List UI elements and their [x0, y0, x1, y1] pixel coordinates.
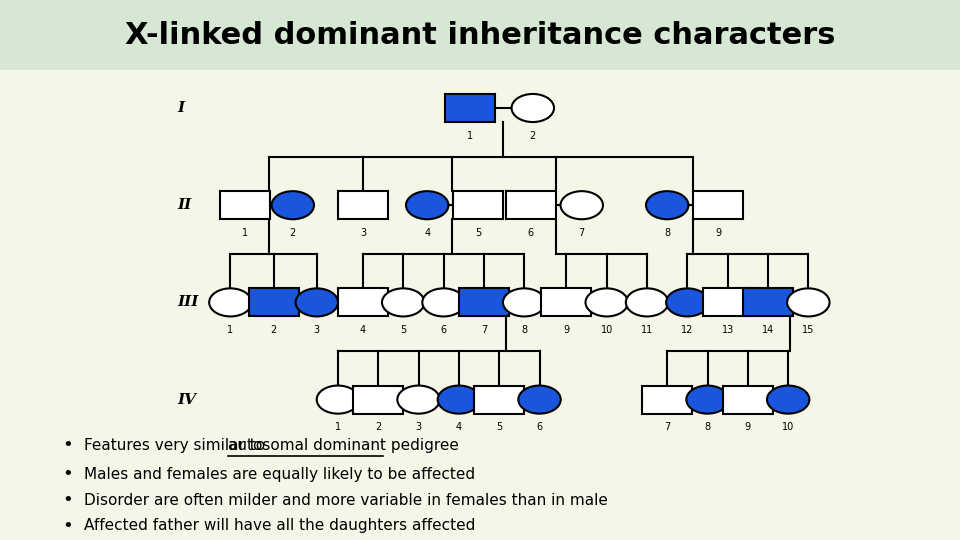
Text: 6: 6 [528, 228, 534, 238]
Text: 12: 12 [682, 325, 693, 335]
FancyBboxPatch shape [506, 191, 556, 219]
FancyBboxPatch shape [459, 288, 509, 316]
Text: •: • [62, 465, 73, 483]
Text: 2: 2 [530, 131, 536, 141]
Text: 5: 5 [400, 325, 406, 335]
Text: autosomal dominant pedigree: autosomal dominant pedigree [228, 438, 458, 453]
Text: 9: 9 [715, 228, 721, 238]
Text: •: • [62, 491, 73, 509]
Text: 10: 10 [601, 325, 612, 335]
Text: 7: 7 [481, 325, 487, 335]
Text: 3: 3 [360, 228, 366, 238]
Ellipse shape [382, 288, 424, 316]
Text: 14: 14 [762, 325, 774, 335]
Text: 1: 1 [228, 325, 233, 335]
Ellipse shape [561, 191, 603, 219]
Ellipse shape [518, 386, 561, 414]
Text: 2: 2 [271, 325, 276, 335]
Ellipse shape [422, 288, 465, 316]
Text: 7: 7 [579, 228, 585, 238]
FancyBboxPatch shape [541, 288, 591, 316]
Text: 6: 6 [537, 422, 542, 433]
Ellipse shape [512, 94, 554, 122]
Text: 4: 4 [424, 228, 430, 238]
Text: III: III [178, 295, 199, 309]
Ellipse shape [646, 191, 688, 219]
Text: Males and females are equally likely to be affected: Males and females are equally likely to … [84, 467, 474, 482]
Text: II: II [178, 198, 192, 212]
Ellipse shape [503, 288, 545, 316]
Text: 3: 3 [416, 422, 421, 433]
Ellipse shape [767, 386, 809, 414]
FancyBboxPatch shape [474, 386, 524, 414]
Ellipse shape [317, 386, 359, 414]
Text: 6: 6 [441, 325, 446, 335]
Ellipse shape [438, 386, 480, 414]
FancyBboxPatch shape [693, 191, 743, 219]
Text: Disorder are often milder and more variable in females than in male: Disorder are often milder and more varia… [84, 492, 608, 508]
Text: I: I [178, 101, 184, 115]
Text: 2: 2 [290, 228, 296, 238]
Text: 13: 13 [722, 325, 733, 335]
Text: 8: 8 [521, 325, 527, 335]
Text: 15: 15 [803, 325, 814, 335]
Ellipse shape [406, 191, 448, 219]
Text: Features very similar to: Features very similar to [84, 438, 270, 453]
FancyBboxPatch shape [453, 191, 503, 219]
FancyBboxPatch shape [445, 94, 495, 122]
Text: 4: 4 [360, 325, 366, 335]
Text: •: • [62, 517, 73, 535]
Text: 2: 2 [375, 422, 381, 433]
Text: 3: 3 [314, 325, 320, 335]
Ellipse shape [787, 288, 829, 316]
FancyBboxPatch shape [703, 288, 753, 316]
Text: 5: 5 [475, 228, 481, 238]
FancyBboxPatch shape [743, 288, 793, 316]
FancyBboxPatch shape [0, 0, 960, 70]
Ellipse shape [209, 288, 252, 316]
Text: 1: 1 [335, 422, 341, 433]
Ellipse shape [686, 386, 729, 414]
Text: 10: 10 [782, 422, 794, 433]
FancyBboxPatch shape [338, 288, 388, 316]
Text: X-linked dominant inheritance characters: X-linked dominant inheritance characters [125, 21, 835, 50]
Text: 11: 11 [641, 325, 653, 335]
FancyBboxPatch shape [353, 386, 403, 414]
FancyBboxPatch shape [723, 386, 773, 414]
Text: •: • [62, 436, 73, 455]
Text: 8: 8 [705, 422, 710, 433]
Text: 9: 9 [745, 422, 751, 433]
Text: 7: 7 [664, 422, 670, 433]
Ellipse shape [666, 288, 708, 316]
FancyBboxPatch shape [249, 288, 299, 316]
FancyBboxPatch shape [338, 191, 388, 219]
Text: 5: 5 [496, 422, 502, 433]
Text: IV: IV [178, 393, 197, 407]
Text: 9: 9 [564, 325, 569, 335]
Ellipse shape [586, 288, 628, 316]
Text: Affected father will have all the daughters affected: Affected father will have all the daught… [84, 518, 475, 534]
Ellipse shape [272, 191, 314, 219]
Ellipse shape [397, 386, 440, 414]
Text: 4: 4 [456, 422, 462, 433]
Text: 8: 8 [664, 228, 670, 238]
Text: 1: 1 [468, 131, 473, 141]
Ellipse shape [296, 288, 338, 316]
Text: 1: 1 [242, 228, 248, 238]
FancyBboxPatch shape [220, 191, 270, 219]
FancyBboxPatch shape [642, 386, 692, 414]
Ellipse shape [626, 288, 668, 316]
